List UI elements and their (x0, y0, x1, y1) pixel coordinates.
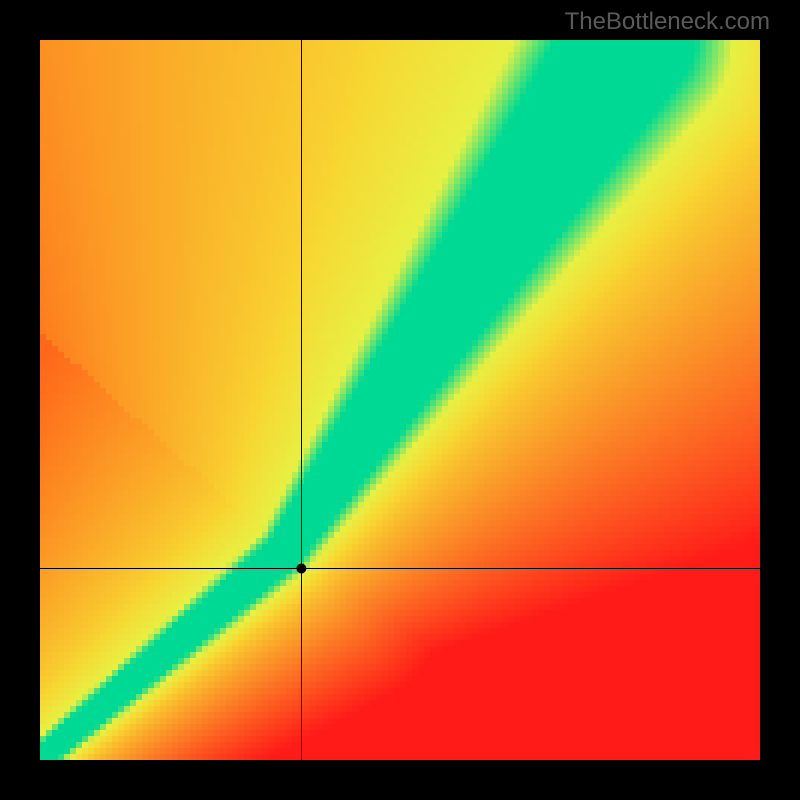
chart-container: TheBottleneck.com (0, 0, 800, 800)
watermark-label: TheBottleneck.com (565, 8, 770, 36)
plot-area (40, 40, 760, 760)
crosshair-overlay (40, 40, 760, 760)
